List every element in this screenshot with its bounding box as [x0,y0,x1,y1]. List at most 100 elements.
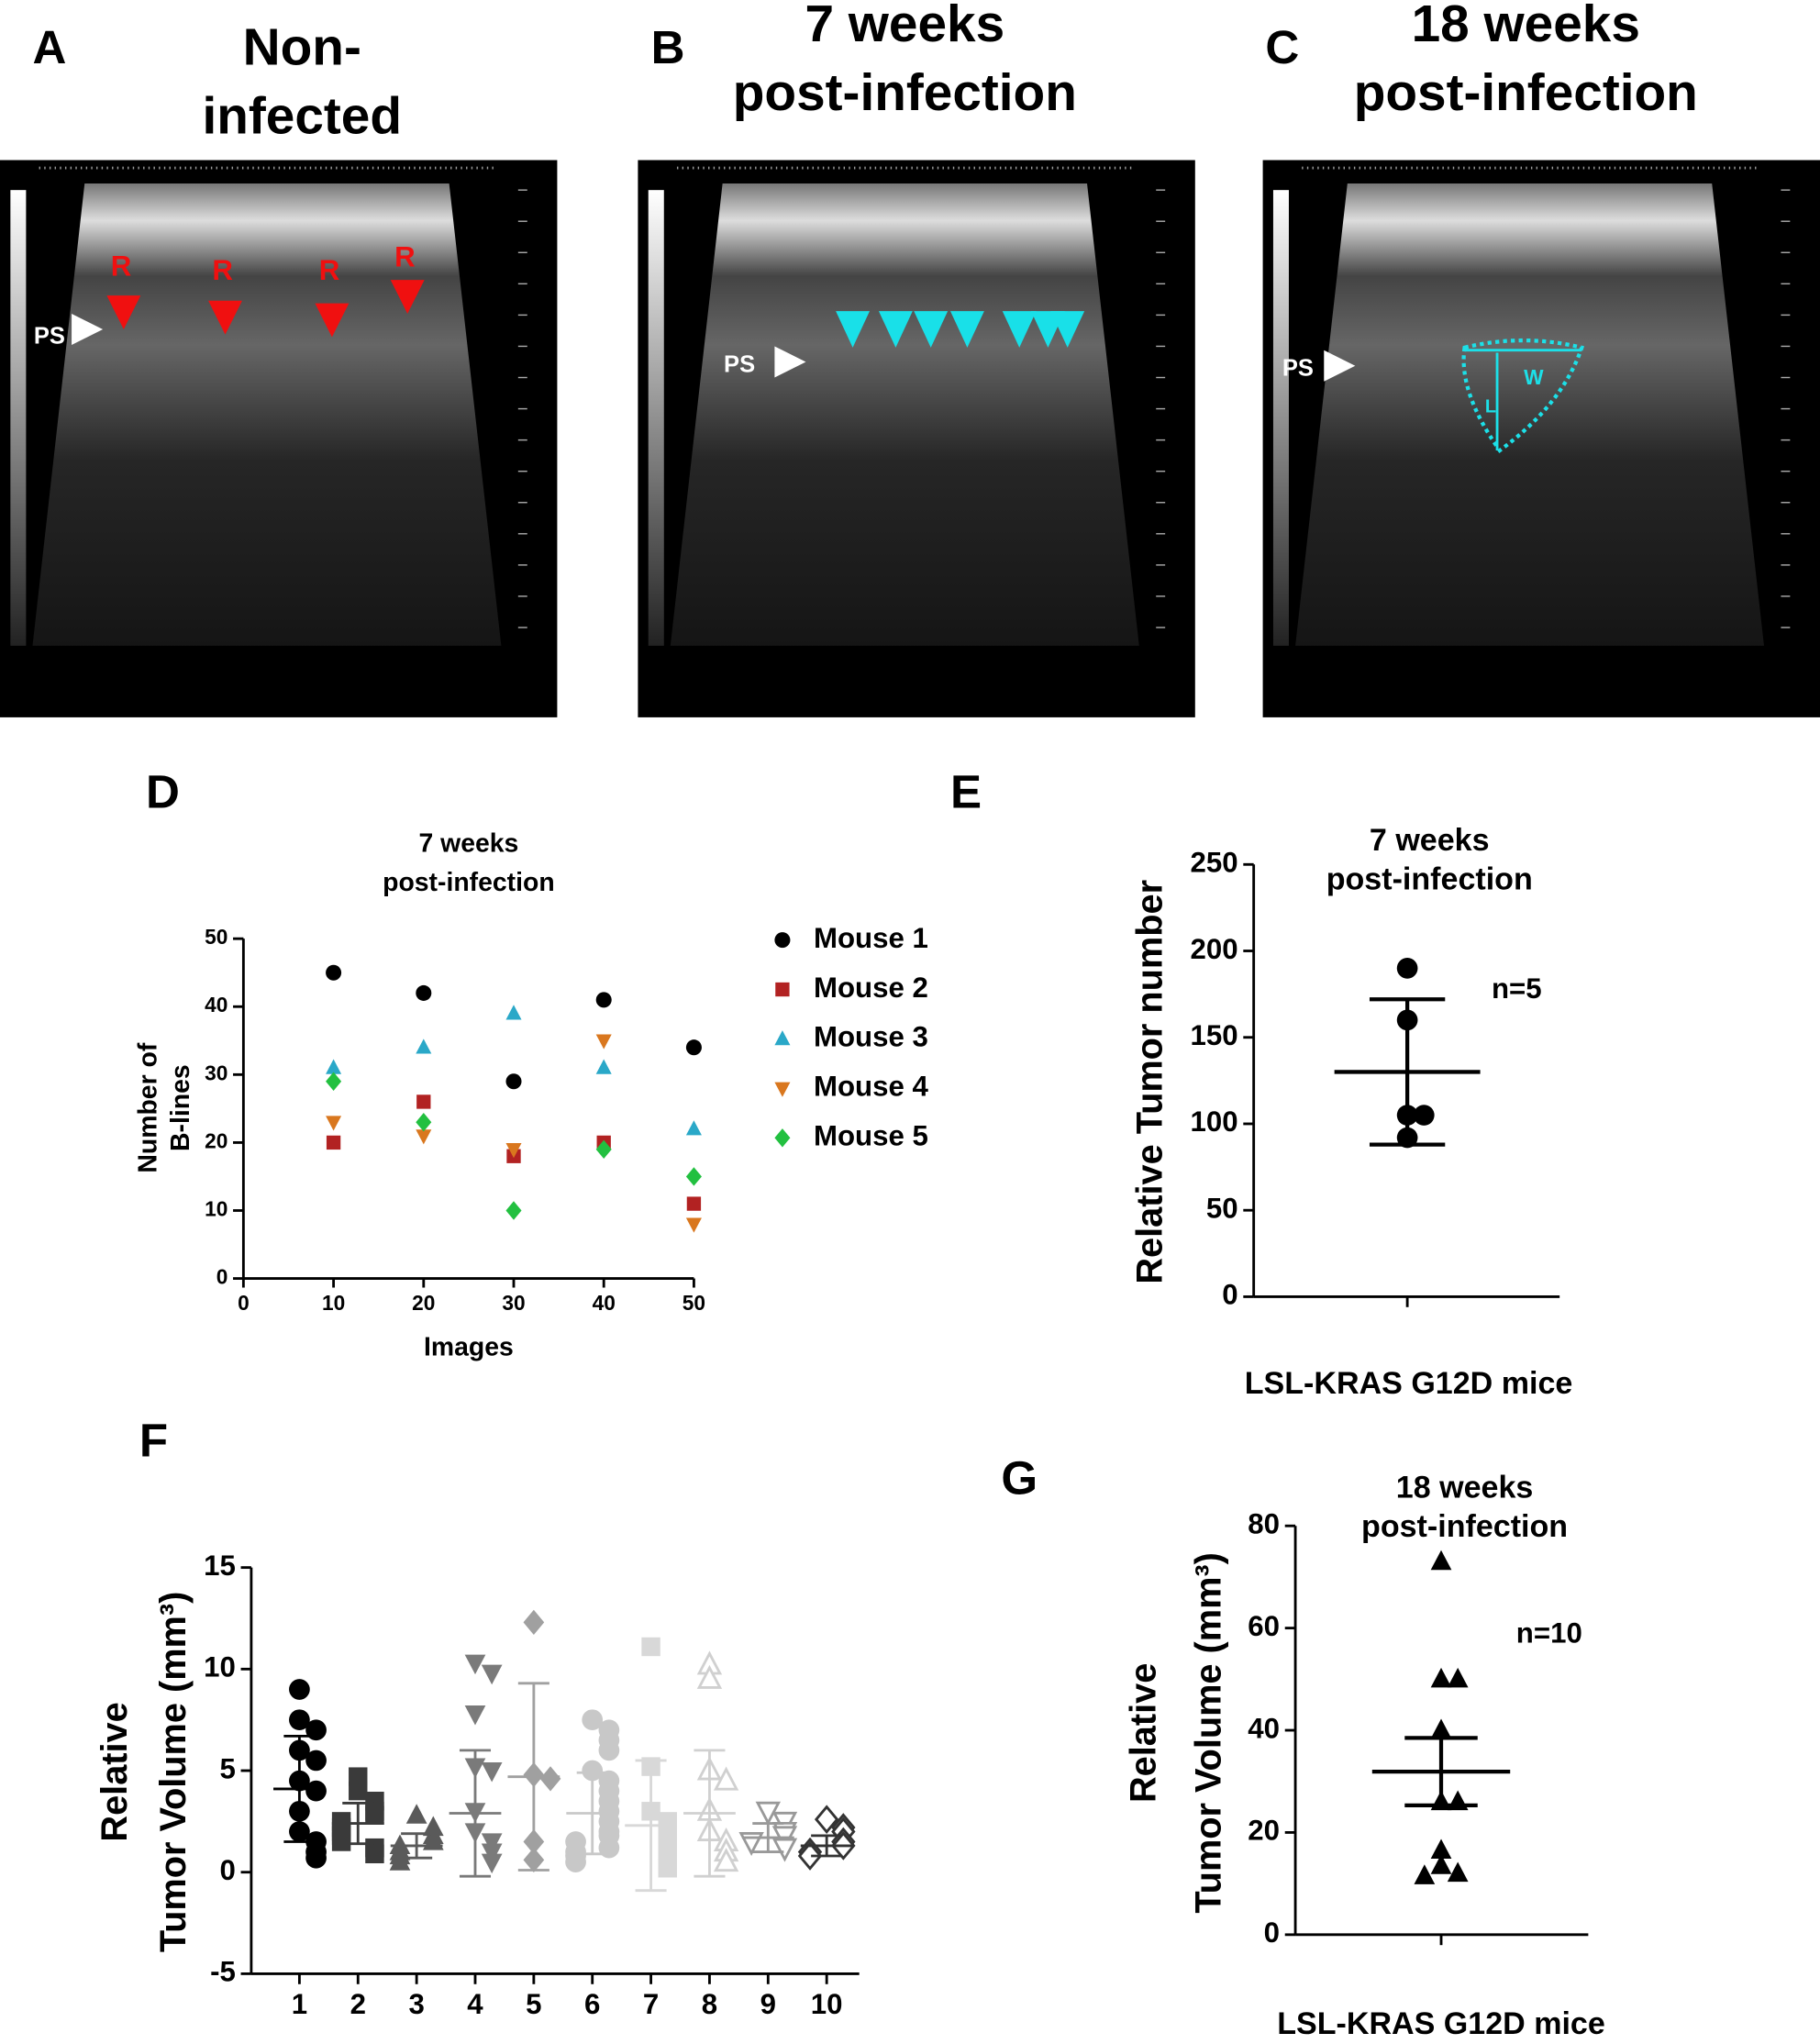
panel-title: infected [202,88,402,146]
data-point [349,1781,368,1801]
data-point [289,1679,310,1700]
data-point [464,1654,486,1675]
panel-title: Non- [243,18,361,76]
gray-scale-bar [10,190,27,646]
x-tick-label: 30 [502,1291,525,1315]
data-point [405,1804,427,1824]
x-tick-label: 10 [811,1988,843,2020]
annotation: n=5 [1492,972,1542,1005]
data-point [416,984,432,1001]
measure-label: W [1524,365,1544,389]
y-tick-label: 30 [205,1061,228,1084]
panel-label: A [32,21,66,73]
data-point [713,1766,739,1791]
panel-title: 18 weeks [1412,0,1640,53]
legend-label: Mouse 2 [814,972,928,1004]
data-point [365,1805,384,1825]
data-point [331,1832,351,1851]
data-point [505,1201,522,1220]
legend-label: Mouse 5 [814,1120,928,1152]
data-point [481,1664,503,1685]
data-point [595,1059,612,1074]
arrow-label: R [394,241,416,273]
x-tick-label: 3 [408,1988,424,2020]
cyan-arrow [1002,311,1037,348]
y-tick-label: 15 [204,1550,236,1582]
red-arrow [315,303,350,338]
data-point [464,1705,486,1726]
legend-label: Mouse 1 [814,922,928,954]
data-point [595,992,612,1008]
data-point [326,1135,341,1150]
red-arrow [390,280,425,314]
data-point [1396,958,1418,979]
data-point [595,1034,612,1050]
x-tick-label: 2 [350,1988,366,2020]
data-point [797,1841,823,1871]
tumor-outline [1461,338,1585,453]
y-axis-label: Relative [1123,1663,1163,1803]
y-tick-label: 200 [1191,933,1238,965]
y-tick-label: 40 [1248,1712,1280,1744]
legend-marker [774,1082,791,1097]
y-tick-label: 0 [219,1854,235,1886]
y-tick-label: 20 [205,1128,228,1152]
y-tick-label: 60 [1248,1610,1280,1642]
panel-title: 7 weeks [805,0,1004,53]
y-tick-label: 50 [205,925,228,949]
data-point [582,1760,604,1782]
data-point [696,1664,723,1689]
data-point [416,1039,432,1054]
ps-label: PS [1282,356,1314,382]
chart-title: 7 weeks [1370,823,1490,858]
cyan-arrow [878,311,913,348]
data-point [505,1005,522,1020]
measure-label: L [1485,396,1496,417]
red-arrow [106,295,141,330]
arrow-label: R [212,254,233,286]
y-axis-label: Relative [94,1702,135,1841]
data-point [305,1750,327,1772]
data-point [1413,1105,1435,1126]
y-tick-label: 10 [204,1651,236,1683]
x-tick-label: 1 [292,1988,307,2020]
ultrasound-image [32,183,502,646]
legend-marker [774,1030,791,1046]
legend-label: Mouse 3 [814,1021,928,1053]
data-point [365,1844,384,1864]
ps-arrow [72,313,104,346]
chart-title: 18 weeks [1396,1470,1534,1505]
cyan-arrow [914,311,949,348]
data-point [349,1767,368,1786]
chart-title: post-infection [383,868,555,897]
ps-arrow [1324,350,1356,382]
y-axis-label: Tumor Volume (mm³) [153,1592,194,1953]
panel-label: B [651,21,685,73]
y-tick-label: -5 [210,1956,236,1988]
y-axis-label: B-lines [166,1064,195,1151]
data-point [326,964,342,981]
data-point [416,1129,432,1145]
ps-label: PS [34,323,65,349]
data-point [481,1843,503,1864]
arrow-label: R [319,254,340,286]
y-axis-label: Tumor Volume (mm³) [1188,1552,1228,1914]
data-point [305,1780,327,1802]
panel-label: C [1265,21,1299,73]
x-tick-label: 9 [760,1988,776,2020]
chart-title: 7 weeks [418,828,518,858]
data-point [326,1116,342,1131]
data-point [595,1139,612,1160]
data-point [685,1039,702,1056]
chart-title: post-infection [1326,862,1533,897]
y-tick-label: 20 [1248,1815,1280,1847]
data-point [1447,1861,1469,1883]
data-point [1430,1667,1452,1688]
arrow-label: R [111,250,132,283]
panel-label: G [1001,1451,1038,1504]
gray-scale-bar [1272,190,1289,646]
y-tick-label: 40 [205,993,228,1016]
data-point [305,1847,327,1869]
data-point [1430,1718,1452,1739]
